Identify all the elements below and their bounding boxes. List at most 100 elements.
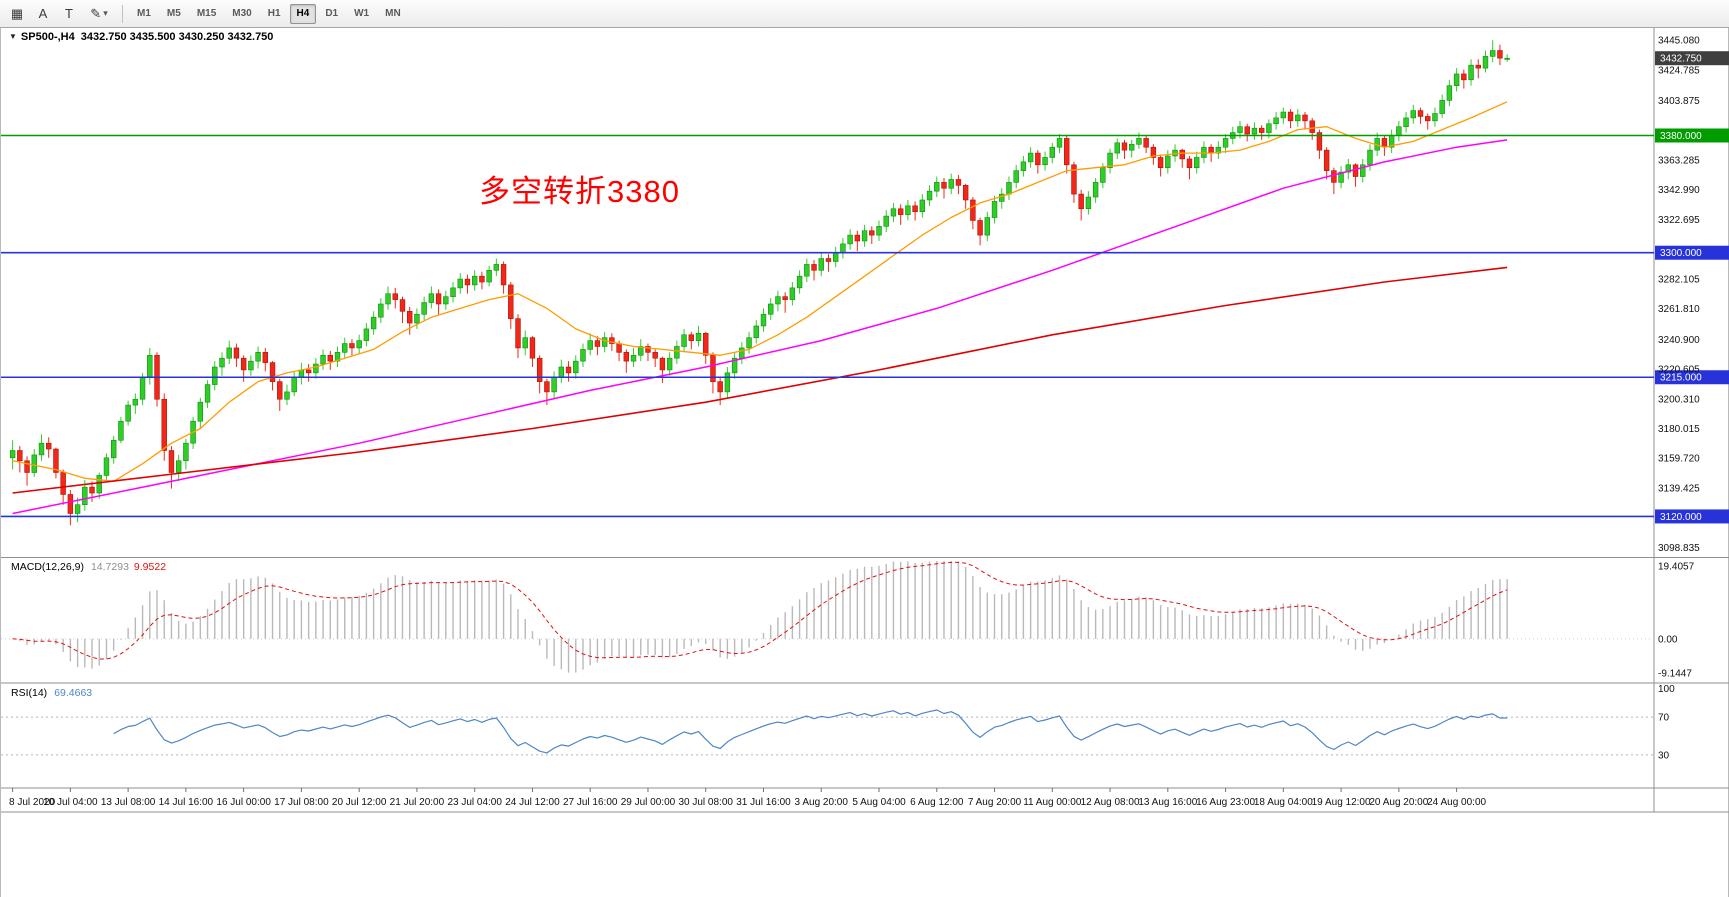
svg-text:27 Jul 16:00: 27 Jul 16:00 <box>563 797 618 808</box>
chevron-down-icon: ▾ <box>103 8 108 18</box>
tf-button-h4[interactable]: H4 <box>289 3 317 24</box>
chart-window: 3380.000 3300.000 3215.000 3120.000 3432.750… <box>0 28 1729 897</box>
macd-histogram <box>19 561 1508 673</box>
svg-text:3139.425: 3139.425 <box>1658 483 1700 494</box>
ma-fast-line <box>12 101 1508 482</box>
svg-text:3180.015: 3180.015 <box>1658 424 1700 435</box>
svg-text:24 Jul 12:00: 24 Jul 12:00 <box>505 797 560 808</box>
price-box-3120: 3120.000 <box>1655 509 1729 524</box>
svg-text:3445.080: 3445.080 <box>1658 36 1700 47</box>
svg-text:70: 70 <box>1658 713 1670 724</box>
macd-value-main: 14.7293 <box>90 561 129 573</box>
svg-text:13 Aug 16:00: 13 Aug 16:00 <box>1138 797 1197 808</box>
svg-text:19 Aug 12:00: 19 Aug 12:00 <box>1312 797 1371 808</box>
svg-text:3342.990: 3342.990 <box>1658 185 1700 196</box>
rsi-axis[interactable]: 100 70 30 <box>1658 684 1675 761</box>
svg-text:3215.000: 3215.000 <box>1660 373 1702 384</box>
svg-text:11 Aug 00:00: 11 Aug 00:00 <box>1023 797 1082 808</box>
svg-text:10 Jul 04:00: 10 Jul 04:00 <box>43 797 98 808</box>
tf-button-w1[interactable]: W1 <box>347 4 376 24</box>
svg-text:21 Jul 20:00: 21 Jul 20:00 <box>390 797 445 808</box>
price-axis[interactable]: 3445.080 3424.785 3403.875 3363.285 3342.990… <box>1658 36 1700 554</box>
svg-text:3424.785: 3424.785 <box>1658 65 1700 76</box>
tf-button-m1[interactable]: M1 <box>130 4 158 24</box>
ohlc-values: 3432.750 3435.500 3430.250 3432.750 <box>80 31 274 43</box>
svg-text:-9.1447: -9.1447 <box>1658 669 1692 680</box>
svg-text:3432.750: 3432.750 <box>1660 54 1702 65</box>
svg-text:30 Jul 08:00: 30 Jul 08:00 <box>678 797 733 808</box>
text-box-button[interactable]: T <box>57 3 81 25</box>
one-click-trading-icon[interactable]: ▼ <box>9 32 17 41</box>
pencil-icon: ✎ <box>90 5 102 21</box>
annotation-text[interactable]: 多空转折3380 <box>479 174 680 209</box>
price-box-3300: 3300.000 <box>1655 245 1729 260</box>
tf-button-m30[interactable]: M30 <box>225 4 258 24</box>
ma-slow-line <box>12 266 1508 494</box>
ma-mid-line <box>12 139 1508 515</box>
svg-text:23 Jul 04:00: 23 Jul 04:00 <box>447 797 502 808</box>
candles-layer <box>9 40 1510 526</box>
svg-text:16 Jul 00:00: 16 Jul 00:00 <box>216 797 271 808</box>
macd-name: MACD(12,26,9) <box>11 561 84 573</box>
chart-symbol-label: ▼ SP500-,H4 3432.750 3435.500 3430.250 343… <box>9 31 273 43</box>
grid-glyph: ▦ <box>10 5 24 21</box>
svg-text:16 Aug 23:00: 16 Aug 23:00 <box>1196 797 1255 808</box>
symbol-period: SP500-,H4 <box>20 31 75 43</box>
toolbar: ▦ A T ✎ ▾ M1 M5 M15 M30 H1 H4 D1 W1 MN <box>0 0 1729 28</box>
svg-text:3220.605: 3220.605 <box>1658 365 1700 376</box>
draw-pencil-button[interactable]: ✎ ▾ <box>83 3 115 25</box>
svg-text:12 Aug 08:00: 12 Aug 08:00 <box>1081 797 1140 808</box>
tf-button-d1[interactable]: D1 <box>318 4 345 24</box>
svg-text:5 Aug 04:00: 5 Aug 04:00 <box>852 797 906 808</box>
macd-label: MACD(12,26,9) 14.7293 9.9522 <box>11 561 166 573</box>
svg-text:3363.285: 3363.285 <box>1658 155 1700 166</box>
svg-text:3120.000: 3120.000 <box>1660 512 1702 523</box>
rsi-line <box>113 709 1508 754</box>
current-price-box: 3432.750 <box>1655 51 1729 66</box>
text-box-glyph: T <box>65 6 73 21</box>
price-box-3215: 3215.000 <box>1655 370 1729 385</box>
windows-grid-icon[interactable]: ▦ <box>5 3 29 25</box>
svg-text:18 Aug 04:00: 18 Aug 04:00 <box>1254 797 1313 808</box>
svg-text:3300.000: 3300.000 <box>1660 248 1702 259</box>
text-label-button[interactable]: A <box>31 3 55 25</box>
macd-axis[interactable]: 19.4057 0.00 -9.1447 <box>1658 561 1695 679</box>
svg-text:7 Aug 20:00: 7 Aug 20:00 <box>968 797 1022 808</box>
svg-text:3098.835: 3098.835 <box>1658 543 1700 554</box>
rsi-label: RSI(14) 69.4663 <box>11 687 92 699</box>
svg-text:29 Jul 00:00: 29 Jul 00:00 <box>621 797 676 808</box>
svg-text:19.4057: 19.4057 <box>1658 561 1695 572</box>
macd-value-signal: 9.9522 <box>133 561 167 573</box>
svg-text:13 Jul 08:00: 13 Jul 08:00 <box>101 797 156 808</box>
tf-button-m5[interactable]: M5 <box>160 4 188 24</box>
tf-button-m15[interactable]: M15 <box>190 4 223 24</box>
rsi-value: 69.4663 <box>54 687 93 699</box>
svg-text:0.00: 0.00 <box>1658 634 1678 645</box>
tf-button-h1[interactable]: H1 <box>261 4 288 24</box>
svg-text:3380.000: 3380.000 <box>1660 131 1702 142</box>
svg-text:20 Jul 12:00: 20 Jul 12:00 <box>332 797 387 808</box>
chart-canvas[interactable]: 3380.000 3300.000 3215.000 3120.000 3432.750… <box>1 28 1729 897</box>
svg-text:31 Jul 16:00: 31 Jul 16:00 <box>736 797 791 808</box>
tf-button-mn[interactable]: MN <box>378 4 408 24</box>
svg-text:17 Jul 08:00: 17 Jul 08:00 <box>274 797 329 808</box>
text-label-glyph: A <box>38 6 48 21</box>
svg-text:3403.875: 3403.875 <box>1658 96 1700 107</box>
rsi-name: RSI(14) <box>11 687 48 699</box>
timeframe-group: M1 M5 M15 M30 H1 H4 D1 W1 MN <box>129 3 409 24</box>
svg-text:3159.720: 3159.720 <box>1658 454 1700 465</box>
svg-text:8 Jul 2020: 8 Jul 2020 <box>9 797 56 808</box>
macd-signal-line <box>12 561 1508 660</box>
svg-text:20 Aug 20:00: 20 Aug 20:00 <box>1369 797 1428 808</box>
toolbar-separator <box>122 4 123 23</box>
pane-separators <box>1 28 1729 813</box>
svg-text:3261.810: 3261.810 <box>1658 304 1700 315</box>
price-box-3380: 3380.000 <box>1655 128 1729 143</box>
svg-text:3322.695: 3322.695 <box>1658 215 1700 226</box>
svg-text:3 Aug 20:00: 3 Aug 20:00 <box>795 797 849 808</box>
svg-text:100: 100 <box>1658 684 1675 695</box>
svg-text:24 Aug 00:00: 24 Aug 00:00 <box>1427 797 1486 808</box>
svg-text:6 Aug 12:00: 6 Aug 12:00 <box>910 797 964 808</box>
